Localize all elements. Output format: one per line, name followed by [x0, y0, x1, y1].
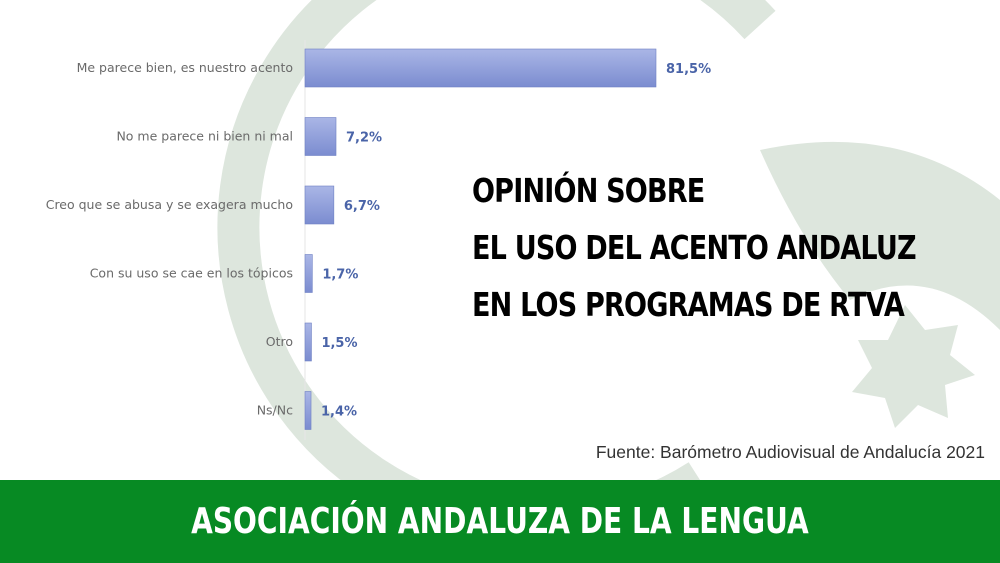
category-label: Con su uso se cae en los tópicos — [90, 266, 293, 281]
bar — [304, 391, 312, 430]
category-label: Otro — [266, 334, 293, 349]
value-label: 6,7% — [344, 199, 380, 214]
bar — [304, 48, 657, 88]
bar — [304, 322, 312, 362]
headline-line-3: EN LOS PROGRAMAS DE RTVA — [472, 285, 905, 324]
value-label: 1,4% — [321, 405, 357, 420]
category-label: Me parece bien, es nuestro acento — [77, 60, 293, 75]
headline: OPINIÓN SOBRE EL USO DEL ACENTO ANDALUZ … — [472, 162, 917, 333]
emblem-star — [852, 305, 975, 428]
emblem-leaf — [760, 141, 1000, 330]
footer-banner: ASOCIACIÓN ANDALUZA DE LA LENGUA — [0, 480, 1000, 563]
category-label: Ns/Nc — [257, 403, 293, 418]
footer-title: ASOCIACIÓN ANDALUZA DE LA LENGUA — [191, 501, 809, 542]
bar — [304, 117, 337, 156]
value-label: 81,5% — [666, 62, 711, 77]
headline-line-1: OPINIÓN SOBRE — [472, 171, 705, 210]
headline-line-2: EL USO DEL ACENTO ANDALUZ — [472, 228, 917, 267]
bar-chart: Me parece bien, es nuestro acento 81,5% No… — [46, 40, 711, 440]
value-label: 7,2% — [346, 131, 382, 146]
category-label: Creo que se abusa y se exagera mucho — [46, 197, 293, 212]
bar — [304, 185, 335, 225]
value-label: 1,5% — [321, 336, 357, 351]
bar — [304, 254, 313, 293]
category-label: No me parece ni bien ni mal — [116, 129, 293, 144]
source-caption: Fuente: Barómetro Audiovisual de Andaluc… — [595, 442, 985, 462]
value-label: 1,7% — [322, 268, 358, 283]
